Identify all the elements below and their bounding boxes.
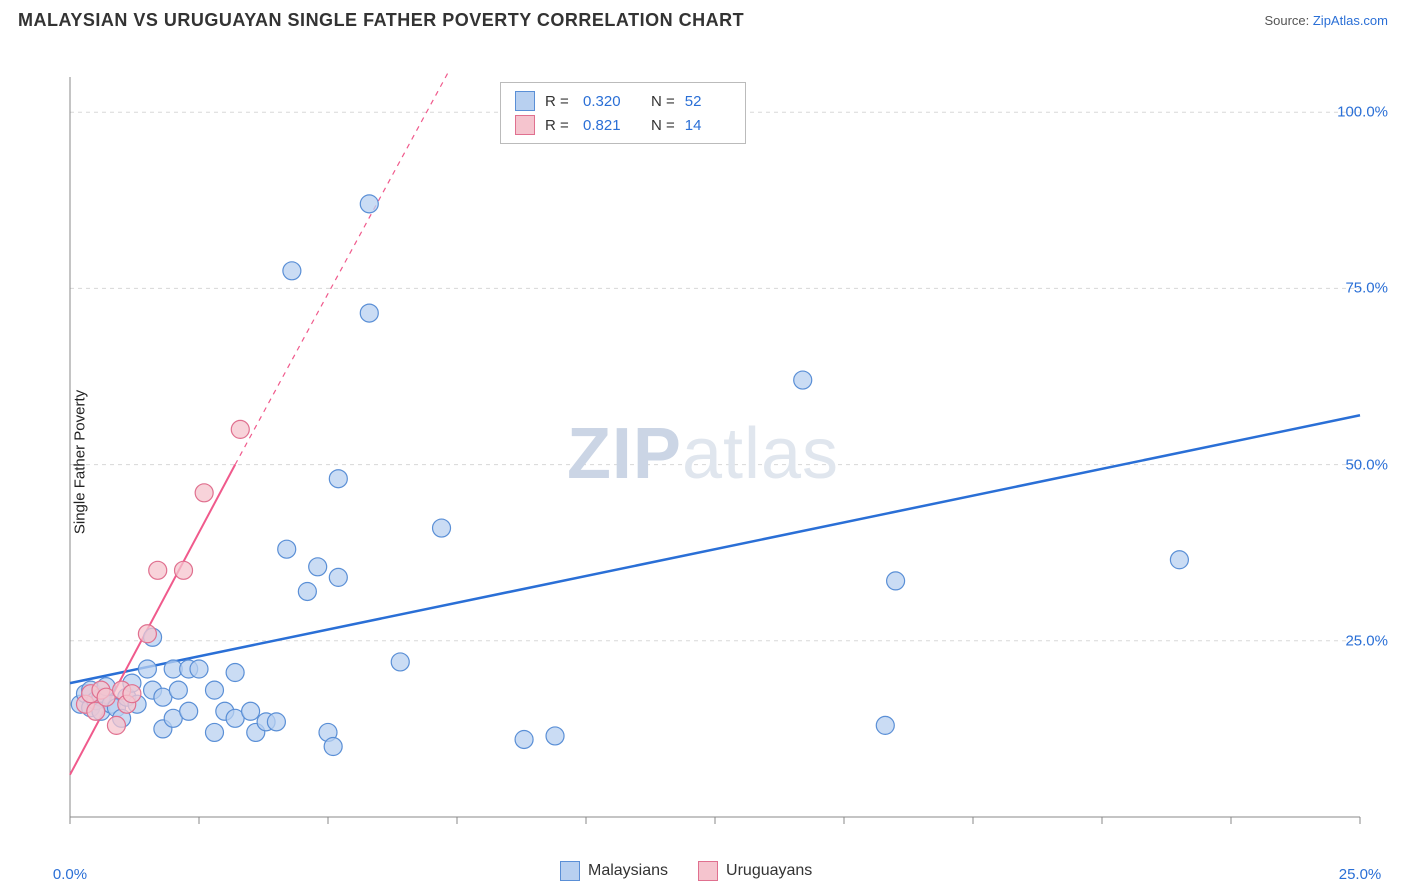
r-value: 0.320	[583, 93, 629, 110]
correlation-legend: R = 0.320 N = 52 R = 0.821 N = 14	[500, 82, 746, 144]
r-label: R =	[545, 117, 573, 134]
y-tick-label: 25.0%	[1345, 632, 1388, 649]
y-tick-label: 100.0%	[1337, 104, 1388, 121]
source-prefix: Source:	[1264, 13, 1312, 28]
series-legend-item: Malaysians	[560, 861, 668, 881]
series-legend: Malaysians Uruguayans	[560, 861, 812, 881]
legend-swatch	[560, 861, 580, 881]
n-value: 14	[685, 117, 731, 134]
n-value: 52	[685, 93, 731, 110]
correlation-legend-row: R = 0.320 N = 52	[515, 89, 731, 113]
y-tick-label: 50.0%	[1345, 456, 1388, 473]
y-tick-label: 75.0%	[1345, 280, 1388, 297]
series-name: Uruguayans	[726, 862, 812, 880]
y-axis-label: Single Father Poverty	[72, 390, 89, 534]
series-legend-item: Uruguayans	[698, 861, 812, 881]
correlation-legend-row: R = 0.821 N = 14	[515, 113, 731, 137]
chart-container: Single Father Poverty ZIPatlas R =0.320N…	[0, 37, 1406, 887]
chart-title: MALAYSIAN VS URUGUAYAN SINGLE FATHER POV…	[18, 10, 744, 31]
series-name: Malaysians	[588, 862, 668, 880]
legend-swatch	[515, 115, 535, 135]
source-attribution: Source: ZipAtlas.com	[1264, 13, 1388, 28]
legend-swatch	[698, 861, 718, 881]
scatter-plot	[0, 37, 1406, 877]
legend-swatch	[515, 91, 535, 111]
x-tick-label: 0.0%	[53, 866, 87, 883]
r-label: R =	[545, 93, 573, 110]
source-link[interactable]: ZipAtlas.com	[1313, 13, 1388, 28]
x-tick-label: 25.0%	[1339, 866, 1382, 883]
r-value: 0.821	[583, 117, 629, 134]
n-label: N =	[651, 93, 675, 110]
n-label: N =	[651, 117, 675, 134]
